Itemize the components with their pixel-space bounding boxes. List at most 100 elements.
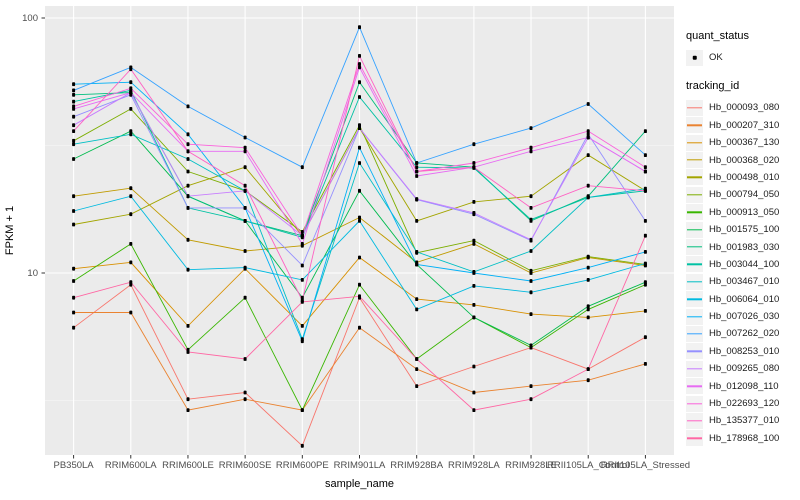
- legend-label-ok: OK: [709, 52, 723, 63]
- legend-label: Hb_008253_010: [709, 345, 780, 357]
- data-point: [129, 86, 133, 91]
- series-color-key-icon: [686, 152, 703, 169]
- data-point: [358, 65, 361, 70]
- data-point: [300, 408, 304, 412]
- data-point: [586, 102, 590, 106]
- legend-label: Hb_009265_080: [709, 363, 780, 375]
- data-point: [129, 132, 133, 137]
- x-tick-label: RRII105LA_Control: [547, 460, 629, 471]
- data-point: [358, 325, 361, 330]
- data-point: [586, 135, 590, 140]
- x-tick-label: RRIM600PE: [276, 460, 329, 471]
- data-point: [129, 260, 133, 265]
- series-color-key-icon: [686, 430, 703, 447]
- data-point: [415, 357, 419, 361]
- legend-label: Hb_003467_010: [709, 276, 780, 288]
- data-point: [358, 80, 361, 85]
- data-point: [186, 132, 190, 137]
- x-tick-label: RRIM928LA: [448, 460, 500, 471]
- data-point: [72, 266, 76, 271]
- series-color-key-icon: [686, 325, 703, 342]
- legend-item-Hb_007026_030: Hb_007026_030: [686, 308, 798, 325]
- data-point: [358, 161, 361, 165]
- data-point: [643, 233, 647, 238]
- data-point: [643, 188, 647, 193]
- y-tick-label: 100: [22, 13, 38, 24]
- legend: quant_status OK tracking_id Hb_000093_08…: [686, 30, 798, 447]
- data-point: [529, 268, 533, 273]
- data-point: [529, 279, 533, 283]
- data-point: [586, 307, 590, 312]
- data-point: [243, 206, 247, 210]
- series-color-key-icon: [686, 186, 703, 203]
- series-color-key-icon: [686, 99, 703, 116]
- data-point: [415, 174, 419, 178]
- data-point: [529, 149, 533, 154]
- data-point: [358, 255, 361, 260]
- data-point: [243, 135, 247, 140]
- data-point: [472, 142, 476, 147]
- data-point: [186, 324, 190, 328]
- data-point: [586, 153, 590, 157]
- x-tick-label: RRIM600LA: [105, 460, 157, 471]
- data-point: [415, 297, 419, 301]
- data-point: [243, 188, 247, 193]
- data-point: [72, 279, 76, 283]
- data-point: [186, 149, 190, 154]
- data-point: [643, 153, 647, 157]
- data-point: [643, 165, 647, 170]
- data-point: [186, 169, 190, 174]
- data-point: [586, 278, 590, 282]
- x-tick-label: PB350LA: [54, 460, 95, 471]
- data-point: [586, 367, 590, 371]
- data-point: [358, 54, 361, 58]
- series-color-key-icon: [686, 221, 703, 238]
- data-point: [415, 165, 419, 170]
- data-point: [186, 104, 190, 109]
- data-point: [472, 315, 476, 320]
- data-point: [300, 230, 304, 234]
- data-point: [243, 397, 247, 402]
- legend-label: Hb_000498_010: [709, 171, 780, 183]
- data-point: [643, 280, 647, 285]
- data-point: [415, 219, 419, 223]
- data-point: [129, 129, 133, 133]
- data-point: [72, 123, 76, 128]
- legend-label: Hb_000207_310: [709, 119, 780, 131]
- legend-item-Hb_007262_020: Hb_007262_020: [686, 325, 798, 342]
- legend-label: Hb_000093_080: [709, 102, 780, 114]
- data-point: [129, 186, 133, 191]
- legend-item-Hb_000093_080: Hb_000093_080: [686, 99, 798, 116]
- data-point: [72, 209, 76, 213]
- data-point: [415, 367, 419, 371]
- data-point: [129, 212, 133, 217]
- data-point: [129, 242, 133, 246]
- legend-item-Hb_001575_100: Hb_001575_100: [686, 221, 798, 238]
- data-point: [72, 194, 76, 199]
- data-point: [358, 62, 361, 66]
- legend-label: Hb_001575_100: [709, 224, 780, 236]
- y-axis-title: FPKM + 1: [4, 206, 16, 255]
- data-point: [415, 307, 419, 312]
- data-point: [186, 397, 190, 402]
- data-point: [472, 303, 476, 307]
- data-point: [586, 132, 590, 137]
- data-point: [72, 82, 76, 87]
- x-tick-label: RRIM600SE: [219, 460, 272, 471]
- data-point: [529, 249, 533, 253]
- data-point: [243, 265, 247, 270]
- data-point: [586, 129, 590, 133]
- y-tick-label: 10: [27, 268, 38, 279]
- legend-item-Hb_178968_100: Hb_178968_100: [686, 430, 798, 447]
- data-point: [415, 161, 419, 165]
- data-point: [300, 339, 304, 344]
- data-point: [529, 206, 533, 210]
- data-point: [129, 67, 133, 72]
- data-point: [186, 350, 190, 354]
- data-point: [358, 219, 361, 223]
- data-point: [472, 211, 476, 215]
- data-point: [358, 145, 361, 150]
- legend-item-Hb_009265_080: Hb_009265_080: [686, 360, 798, 377]
- x-tick-label: RRIM901LA: [334, 460, 386, 471]
